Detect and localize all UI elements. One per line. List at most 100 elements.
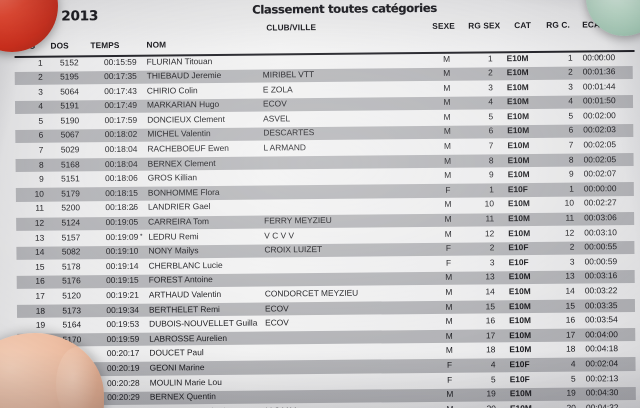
cell-rg-c: 12	[564, 227, 575, 238]
cell-rg-c: 11	[565, 212, 575, 223]
cell-rg-c: 2	[569, 241, 575, 252]
cell-cat: E10M	[509, 329, 532, 340]
cell-rg-c: 10	[564, 198, 575, 209]
cell-sexe: M	[445, 301, 453, 312]
cell-dos: 5195	[60, 71, 79, 82]
cell-club: E ZOLA	[262, 83, 293, 95]
cell-dos: 5029	[60, 144, 80, 155]
cell-nom: MICHEL Valentin	[147, 128, 211, 140]
cell-temps: 00:18:26	[105, 202, 139, 213]
cell-cat: E10M	[507, 110, 530, 122]
cell-rang: 2	[38, 71, 43, 82]
cell-club: CONDORCET MEYZIEU	[264, 287, 359, 299]
cell-sexe: M	[443, 140, 451, 151]
cell-rang: 3	[38, 86, 43, 97]
cell-cat: E10M	[509, 402, 532, 408]
cell-rang: 15	[35, 261, 45, 272]
cell-rg-sex: 5	[488, 111, 494, 122]
cell-temps: 00:19:15	[106, 275, 139, 286]
cell-dos: 5064	[60, 86, 79, 97]
cell-nom: DOUCET Paul	[149, 347, 204, 359]
cell-cat: E10F	[509, 373, 530, 384]
cell-ecart: 00:04:30	[585, 387, 619, 398]
cell-rang: 17	[35, 290, 45, 301]
cell-nom: BERNEX Clement	[147, 157, 216, 169]
cell-ecart: 00:00:00	[583, 51, 635, 62]
cell-sexe: F	[445, 242, 452, 254]
cell-club: FERRY MEYZIEU	[264, 214, 332, 226]
cell-temps: 00:18:04	[104, 158, 138, 169]
cell-temps: 00:18:06	[105, 173, 138, 184]
cell-rg-sex: 5	[490, 373, 496, 384]
cell-ecart: 00:00:00	[583, 183, 617, 194]
cell-dos: 5176	[62, 275, 81, 286]
cell-nom: CHIRIO Colin	[146, 84, 198, 96]
cell-sexe: M	[445, 286, 453, 297]
cell-nom: MOULIN Marie Lou	[149, 376, 222, 388]
cell-rang: 6	[38, 130, 44, 141]
cell-temps: 00:20:17	[106, 348, 140, 359]
cell-rg-c: 4	[570, 358, 576, 369]
cell-nom: LABROSSE Aurelien	[149, 332, 228, 344]
cell-club: ECOV	[264, 302, 289, 314]
cell-nom: CARREIRA Tom	[148, 216, 210, 227]
cell-nom: BONHOMME Flora	[147, 186, 220, 198]
cell-dos: 5168	[60, 158, 80, 170]
cell-ecart: 00:03:06	[584, 212, 617, 223]
cell-temps: 00:17:43	[104, 85, 137, 96]
cell-nom: GROS Killian	[147, 172, 198, 183]
cell-rg-sex: 6	[488, 125, 494, 136]
cell-temps: 00:18:04	[104, 143, 138, 155]
cell-rang: 5	[38, 115, 44, 126]
cell-rg-sex: 2	[489, 242, 495, 253]
cell-cat: E10M	[507, 198, 530, 209]
cell-rg-sex: 16	[485, 315, 496, 326]
cell-rg-c: 3	[568, 81, 573, 92]
cell-cat: E10M	[509, 344, 532, 355]
cell-dos: 5179	[61, 188, 80, 199]
cell-ecart: 00:03:22	[584, 285, 618, 296]
cell-rang: 1	[37, 57, 43, 68]
cell-sexe: F	[445, 184, 451, 195]
cell-sexe: M	[445, 330, 453, 341]
cell-cat: E10M	[508, 227, 531, 238]
cell-club: DESCARTES	[263, 127, 315, 139]
cell-cat: E10M	[508, 271, 531, 282]
cell-cat: E10M	[508, 213, 531, 224]
cell-cat: E10M	[506, 96, 529, 107]
cell-rg-c: 6	[568, 125, 574, 136]
cell-rang: 4	[38, 100, 44, 111]
cell-ecart: 00:02:13	[585, 372, 619, 384]
cell-cat: E10M	[508, 300, 531, 311]
cell-sexe: M	[443, 97, 451, 108]
cell-dos: 5067	[60, 129, 80, 140]
cell-rang: 7	[38, 144, 44, 155]
cell-rang: 11	[35, 203, 45, 214]
cell-rg-c: 16	[565, 314, 576, 325]
cell-cat: E10M	[507, 169, 530, 180]
cell-nom: ARTHAUD Valentin	[148, 288, 222, 300]
cell-ecart: 00:00:59	[584, 255, 618, 267]
cell-sexe: M	[446, 388, 454, 399]
cell-dos: 5191	[60, 100, 80, 111]
cell-rg-sex: 11	[485, 213, 495, 224]
cell-sexe: M	[444, 170, 452, 181]
cell-nom: THIEBAUD Jeremie	[146, 70, 222, 81]
cell-ecart: 00:02:05	[583, 153, 617, 165]
column-header-sexe: SEXE	[432, 20, 455, 31]
cell-dos: 5152	[59, 56, 79, 68]
cell-nom: DONCIEUX Clement	[147, 113, 225, 125]
cell-nom: LEDRU Remi	[148, 230, 199, 242]
cell-temps: 00:17:49	[104, 100, 138, 111]
cell-dos: 5190	[60, 115, 80, 126]
cell-ecart: 00:02:04	[585, 358, 619, 369]
cell-sexe: M	[444, 228, 452, 239]
cell-sexe: M	[445, 315, 453, 327]
cell-sexe: F	[446, 359, 453, 370]
cell-nom: DUBOIS-NOUVELLET Guilla	[149, 317, 258, 329]
cell-rang: 8	[38, 159, 44, 170]
cell-rg-sex: 15	[485, 300, 496, 312]
stray-mark	[132, 207, 135, 210]
